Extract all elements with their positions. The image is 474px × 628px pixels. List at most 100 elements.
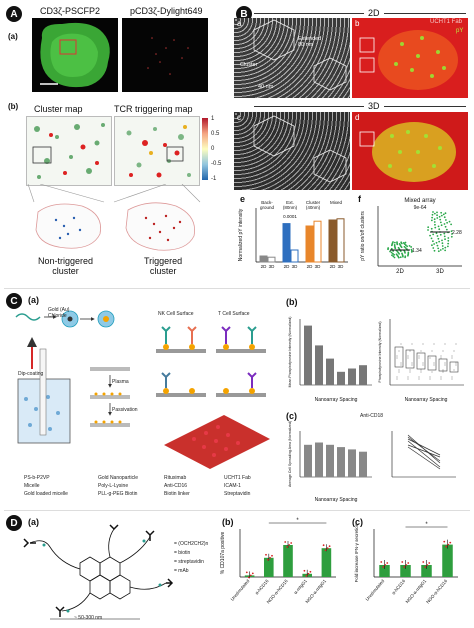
e-xtick-1-1: 3D: [292, 264, 299, 269]
cb2-ylabel: Phosphotyrosine Intensity (Normalized): [378, 321, 382, 382]
cc2-line-1: [407, 440, 441, 468]
f-point-1-47: [437, 247, 440, 250]
dc-pt-0-0: [380, 561, 383, 563]
e-xtick-3-0: 2D: [330, 264, 337, 269]
dc-pt-2-0: [422, 561, 425, 563]
f-point-0-55: [396, 243, 399, 246]
legend-item-7: Anti-CD16: [164, 483, 188, 489]
cb2-pt-4-1: [442, 371, 444, 373]
dc-xtick-2: NGO-α-mIgG1: [405, 578, 428, 604]
cb2-pt-1-6: [407, 376, 409, 378]
f-point-1-4: [438, 215, 441, 218]
cb2-pt-3-7: [431, 369, 433, 371]
cc1-bar-0: [304, 444, 312, 477]
cb2-pt-4-2: [444, 364, 446, 366]
f-point-1-52: [432, 233, 435, 236]
gold-label: Gold (Au) Chloride: [48, 307, 70, 319]
cc2-line-5: [407, 438, 441, 456]
cluster-map-svg: [32, 123, 105, 179]
legend-item-1: Micelle: [24, 483, 40, 489]
panel-a-title-left: CD3ζ-PSCFP2: [40, 6, 100, 16]
cc2-line-2: [407, 444, 441, 458]
image-2d-fluorescence: [352, 18, 468, 98]
panel-a-sub-b: (b): [8, 102, 19, 111]
f-point-0-57: [390, 244, 393, 247]
cb2-pt-1-0: [407, 378, 409, 380]
f-point-0-10: [403, 245, 406, 248]
f-point-1-19: [431, 213, 434, 216]
divider-2d-right: [384, 13, 466, 14]
f-point-1-17: [436, 211, 438, 214]
f-point-1-59: [446, 221, 449, 224]
legend-item-0: PS-b-P2VP: [24, 475, 50, 481]
legend-item-4: Poly-L-Lysine: [98, 483, 129, 489]
f-median-label-1: 2.28: [452, 230, 462, 236]
tcr-triggering-map-image: [114, 116, 200, 186]
e-bar-2-0: [305, 225, 314, 263]
f-point-0-61: [400, 246, 403, 249]
divider-3d: [254, 106, 364, 107]
f-point-0-63: [394, 247, 397, 250]
extended-label: Extended 80 nm: [298, 36, 322, 48]
cb2-pt-3-9: [429, 355, 431, 357]
cc2-line-3: [407, 434, 441, 464]
panel-a-title-right: pCD3ζ-Dylight649: [130, 6, 203, 16]
f-point-1-24: [447, 239, 450, 242]
colorbar: [202, 118, 208, 180]
db-pt-1-3: [271, 554, 273, 557]
db-pt-0-2: [249, 574, 252, 577]
cb2-pt-1-4: [409, 350, 411, 352]
db-pt-3-1: [305, 574, 308, 577]
f-point-1-41: [431, 240, 434, 243]
panel-c-sub-a: (a): [28, 295, 39, 305]
f-point-1-7: [441, 239, 443, 242]
f-point-0-58: [398, 252, 401, 255]
e-cat-0-0: Back-: [261, 200, 273, 205]
panel-c-sub-c: (c): [286, 411, 297, 421]
cb2-box-1: [405, 349, 415, 369]
cb2-pt-1-8: [411, 362, 413, 364]
db-pt-1-2: [269, 556, 271, 559]
dc-xtick-1: α-hCD16: [391, 578, 407, 595]
scale-label: ~ 50-300 nm: [74, 615, 103, 621]
f-point-1-36: [436, 214, 438, 217]
cb2-pt-5-6: [451, 376, 453, 378]
f-point-1-5: [447, 237, 450, 239]
cb2-pt-5-5: [455, 343, 457, 345]
f-ylabel: pY ratio on/off clusters: [360, 211, 366, 261]
e-cat-3-0: Mixed: [330, 200, 343, 205]
f-point-1-39: [437, 237, 440, 240]
f-point-0-51: [404, 241, 407, 244]
cc1-bar-1: [315, 442, 323, 477]
dc-xtick-0: Unstimulated: [365, 578, 386, 602]
f-point-0-53: [400, 242, 403, 245]
f-point-0-48: [405, 248, 408, 250]
cell-surface-schematic: [156, 326, 266, 397]
panel-d: D (a) = (OCH2CH2)n = biotin = streptavid…: [4, 510, 470, 625]
f-point-1-61: [440, 224, 443, 227]
cb1-bar-2: [326, 358, 334, 385]
img-a-label: a: [237, 19, 242, 28]
f-point-0-62: [406, 254, 409, 257]
f-point-1-55: [436, 217, 439, 219]
db-xtick-4: NGO-α-mIgG1: [304, 578, 327, 604]
e-ylabel: Normalized pY intensity: [238, 208, 244, 261]
cc1-bar-4: [348, 449, 356, 477]
e-cat-1-1: (80nm): [283, 205, 298, 210]
f-point-1-69: [439, 233, 442, 236]
cb2-pt-4-6: [440, 376, 442, 378]
f-median-label-0: 1.34: [412, 248, 422, 254]
e-bar-3-0: [328, 219, 337, 263]
f-point-0-3: [389, 250, 391, 253]
cb2-box-0: [394, 346, 404, 368]
cb2-pt-2-4: [420, 350, 422, 352]
nm40-label: 40 nm: [258, 84, 274, 90]
dc-pt-1-1: [403, 566, 406, 568]
panel-d-sub-b: (b): [222, 517, 234, 527]
cb2-pt-3-4: [431, 350, 433, 352]
cb2-pt-2-2: [422, 364, 424, 366]
e-bar-1-1: [290, 249, 299, 263]
f-point-0-56: [404, 251, 406, 254]
image-3d-fluorescence: [352, 112, 468, 190]
e-xtick-2-0: 2D: [307, 264, 314, 269]
